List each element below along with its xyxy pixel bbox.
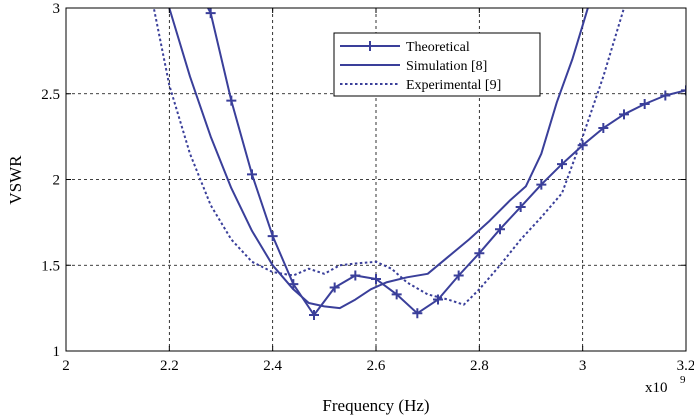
y-axis-title: VSWR [6, 155, 25, 205]
tick-marks [65, 7, 687, 352]
y-tick-label: 1.5 [41, 258, 60, 274]
data-point-marker [391, 289, 402, 300]
x-multiplier-label: x10 [645, 380, 668, 396]
data-point-marker [247, 169, 257, 180]
data-point-marker [557, 159, 567, 170]
marker-group [205, 8, 686, 320]
legend-label: Simulation [8] [406, 59, 487, 74]
series-line-2 [168, 8, 589, 310]
x-axis-title: Frequency (Hz) [322, 396, 429, 415]
data-point-marker [639, 99, 650, 110]
x-tick-labels: 2 2.2 2.4 2.6 2.8 3 3.2 [62, 358, 694, 374]
data-point-marker [660, 90, 671, 101]
data-point-marker [577, 140, 588, 151]
grid-lines [66, 8, 686, 351]
data-point-marker [536, 179, 547, 190]
series-group [152, 8, 686, 316]
x-multiplier-exponent: 9 [680, 374, 686, 386]
data-point-marker [515, 201, 526, 212]
data-point-marker [681, 85, 686, 96]
y-tick-label: 2.5 [41, 87, 60, 103]
legend: Theoretical Simulation [8] Experimental [9… [333, 32, 541, 97]
data-point-marker [350, 270, 361, 281]
x-tick-label: 2.6 [367, 358, 386, 374]
data-point-marker [288, 279, 299, 290]
data-point-marker [412, 308, 423, 319]
data-point-marker [474, 248, 485, 259]
data-point-marker [226, 95, 237, 106]
data-point-marker [267, 231, 278, 242]
data-point-marker [329, 282, 340, 293]
legend-marker [365, 41, 375, 51]
data-point-marker [205, 8, 216, 19]
x-tick-label: 2.8 [470, 358, 489, 374]
data-point-marker [433, 294, 443, 305]
data-point-marker [371, 273, 381, 284]
data-point-marker [619, 109, 629, 120]
x-tick-label: 2 [62, 358, 70, 374]
x-tick-label: 2.2 [160, 358, 179, 374]
data-point-marker [598, 123, 609, 134]
y-tick-label: 2 [53, 173, 61, 189]
series-line-1 [206, 8, 686, 316]
data-point-marker [453, 270, 464, 281]
data-point-marker [309, 309, 319, 320]
x-tick-label: 3 [579, 358, 587, 374]
legend-label: Experimental [9] [406, 78, 501, 93]
x-tick-label: 3.2 [677, 358, 694, 374]
legend-label: Theoretical [406, 40, 470, 55]
data-point-marker [495, 224, 505, 235]
x-tick-label: 2.4 [263, 358, 282, 374]
y-tick-label: 3 [53, 1, 61, 17]
y-tick-label: 1 [53, 344, 61, 360]
y-tick-labels: 1 1.5 2 2.5 3 [41, 1, 60, 360]
